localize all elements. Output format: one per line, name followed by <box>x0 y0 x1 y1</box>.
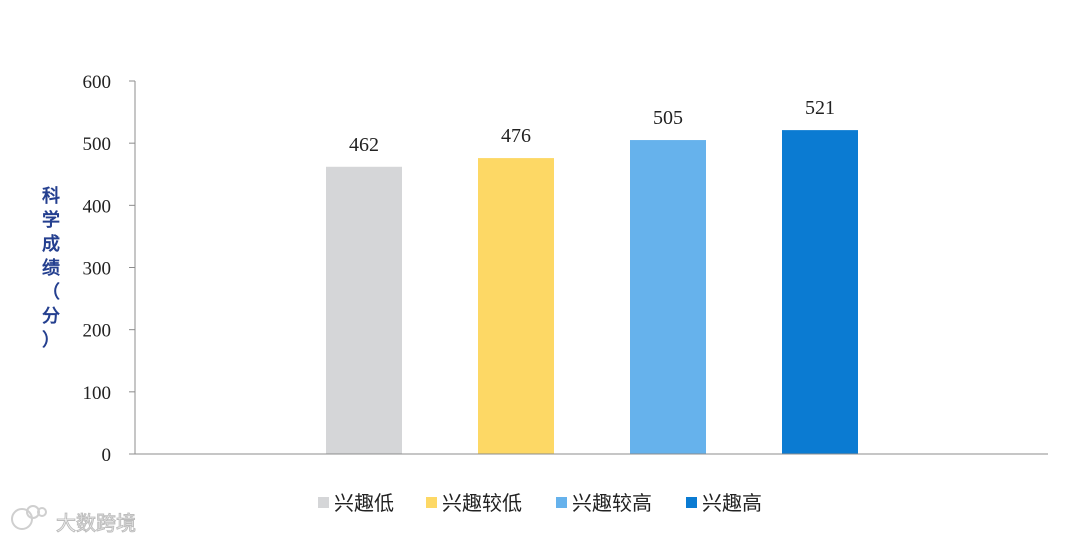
legend-label: 兴趣较低 <box>442 491 522 515</box>
y-axis-label-char: 科 <box>42 185 60 207</box>
bar-3 <box>630 140 706 454</box>
legend-item-1: 兴趣低 <box>318 491 394 515</box>
bar-4 <box>782 130 858 454</box>
watermark: 大数跨境 <box>11 505 137 536</box>
y-tick-label: 300 <box>83 259 112 280</box>
bar-1 <box>326 166 402 455</box>
y-tick-label: 100 <box>83 383 112 404</box>
y-tick-label: 400 <box>83 196 112 217</box>
legend-swatch <box>686 497 697 508</box>
logo-icon <box>11 505 47 530</box>
y-axis-label-char: 学 <box>42 209 60 231</box>
data-label-3: 505 <box>653 107 683 129</box>
bar-2 <box>478 158 554 454</box>
legend-label: 兴趣高 <box>702 491 762 515</box>
data-label-1: 462 <box>349 134 379 156</box>
y-axis-label-char: ） <box>42 330 60 351</box>
y-axis <box>129 80 136 455</box>
y-axis-label-char: （ <box>42 282 60 303</box>
y-tick-label: 200 <box>83 321 112 342</box>
legend-swatch <box>318 497 329 508</box>
legend-item-2: 兴趣较低 <box>426 491 522 515</box>
y-axis-label-char: 分 <box>42 306 60 327</box>
legend-label: 兴趣较高 <box>572 491 652 515</box>
y-tick-labels: 0 100 200 300 400 500 600 <box>83 72 112 466</box>
y-axis-label-char: 成 <box>42 233 60 255</box>
data-label-2: 476 <box>501 125 531 147</box>
legend: 兴趣低 兴趣较低 兴趣较高 兴趣高 <box>318 491 762 515</box>
data-label-4: 521 <box>805 97 835 119</box>
legend-item-4: 兴趣高 <box>686 491 762 515</box>
data-labels: 462 476 505 521 <box>349 97 835 156</box>
y-tick-label: 600 <box>83 72 112 93</box>
y-tick-label: 500 <box>83 134 112 155</box>
y-axis-label: 科学成绩 （ 分 ） <box>42 185 60 351</box>
legend-swatch <box>556 497 567 508</box>
legend-swatch <box>426 497 437 508</box>
legend-item-3: 兴趣较高 <box>556 491 652 515</box>
bars <box>326 130 858 455</box>
y-tick-label: 0 <box>102 445 112 466</box>
legend-label: 兴趣低 <box>334 491 394 515</box>
y-axis-label-char: 绩 <box>42 257 60 279</box>
watermark-text: 大数跨境 <box>56 511 136 535</box>
